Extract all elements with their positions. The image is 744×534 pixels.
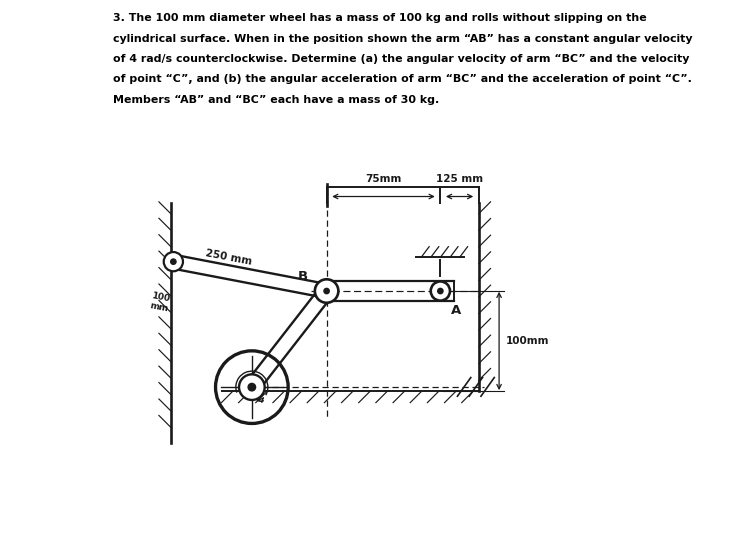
Circle shape [239,374,265,400]
Text: C: C [254,392,264,405]
Text: Members “AB” and “BC” each have a mass of 30 kg.: Members “AB” and “BC” each have a mass o… [113,95,439,105]
Text: 75mm: 75mm [365,174,402,184]
Text: 100mm: 100mm [505,336,549,346]
Text: A: A [451,304,461,317]
Text: of 4 rad/s counterclockwise. Determine (a) the angular velocity of arm “BC” and : of 4 rad/s counterclockwise. Determine (… [113,54,690,64]
Circle shape [315,279,339,303]
Circle shape [324,288,330,294]
Circle shape [437,288,443,294]
Text: B: B [298,270,308,283]
Circle shape [170,259,176,264]
Circle shape [248,383,256,391]
Text: 125 mm: 125 mm [436,174,483,184]
Circle shape [431,281,450,301]
Text: 250 mm: 250 mm [205,248,253,267]
Text: cylindrical surface. When in the position shown the arm “AB” has a constant angu: cylindrical surface. When in the positio… [113,34,693,44]
Circle shape [164,252,183,271]
Text: 3. The 100 mm diameter wheel has a mass of 100 kg and rolls without slipping on : 3. The 100 mm diameter wheel has a mass … [113,13,647,23]
Text: of point “C”, and (b) the angular acceleration of arm “BC” and the acceleration : of point “C”, and (b) the angular accele… [113,74,692,84]
Text: 100
mm: 100 mm [149,291,171,313]
